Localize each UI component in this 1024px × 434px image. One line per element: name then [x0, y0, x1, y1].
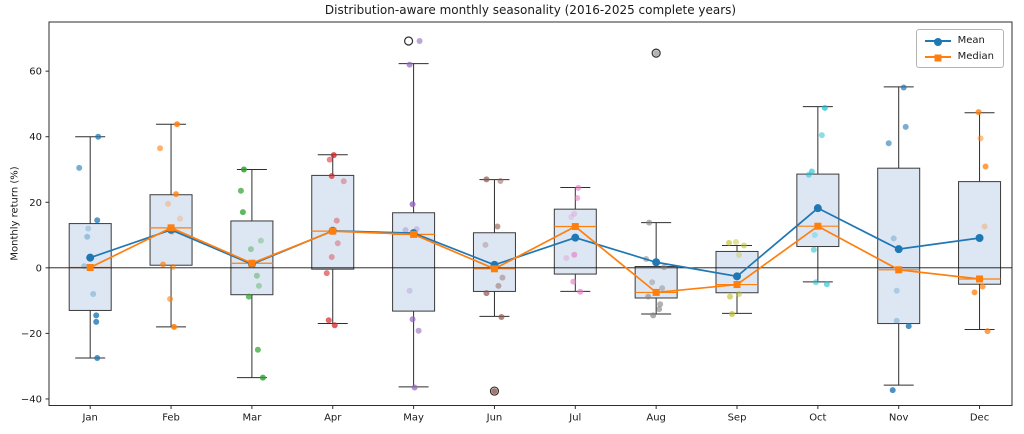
points-Jan — [76, 133, 102, 361]
svg-text:Jun: Jun — [486, 413, 503, 424]
plot-frame — [48, 21, 1013, 406]
svg-text:20: 20 — [29, 198, 42, 209]
svg-text:Sep: Sep — [728, 413, 747, 424]
svg-text:−20: −20 — [21, 329, 42, 340]
points-Oct — [805, 104, 830, 288]
legend-item-median: Median — [924, 51, 994, 62]
median-line — [86, 222, 984, 296]
svg-text:Jul: Jul — [568, 413, 581, 424]
points-May — [402, 38, 423, 391]
legend-label-mean: Mean — [957, 35, 985, 46]
svg-text:0: 0 — [36, 263, 42, 274]
box-Aug — [634, 222, 678, 315]
svg-text:Nov: Nov — [889, 413, 909, 424]
legend-label-median: Median — [957, 51, 994, 62]
svg-text:May: May — [403, 413, 424, 424]
points-Jul — [563, 184, 584, 295]
box-Apr — [311, 154, 355, 325]
y-axis: −40 −20 0 20 40 60 — [21, 67, 49, 405]
box-May — [392, 63, 436, 388]
outlier-Jun — [489, 386, 500, 396]
points-Feb — [157, 121, 184, 330]
svg-text:Mar: Mar — [242, 413, 262, 424]
box-Jun — [472, 179, 516, 317]
points-Nov — [885, 84, 912, 394]
svg-text:Feb: Feb — [162, 413, 180, 424]
svg-text:Apr: Apr — [324, 413, 342, 424]
svg-text:60: 60 — [29, 67, 42, 78]
box-Mar — [230, 169, 274, 379]
outlier-May — [404, 36, 414, 46]
points-Apr — [323, 152, 347, 329]
svg-text:−40: −40 — [21, 394, 42, 405]
svg-text:Dec: Dec — [970, 413, 989, 424]
svg-text:40: 40 — [29, 132, 42, 143]
svg-text:Aug: Aug — [646, 413, 666, 424]
points-Jun — [482, 176, 506, 395]
svg-text:Jan: Jan — [81, 413, 97, 424]
mean-marker-icon — [924, 37, 951, 46]
svg-text:Oct: Oct — [809, 413, 826, 424]
box-Nov — [877, 86, 921, 386]
legend: Mean Median — [915, 29, 1004, 68]
median-marker-icon — [924, 54, 951, 61]
legend-item-mean: Mean — [924, 35, 994, 46]
points-Mar — [237, 166, 266, 381]
points-Dec — [971, 109, 991, 335]
box-Oct — [796, 106, 840, 283]
outlier-Aug — [651, 48, 661, 58]
chart-title: Distribution-aware monthly seasonality (… — [324, 3, 737, 17]
points-Aug — [643, 50, 668, 319]
box-Jan — [68, 136, 112, 359]
x-axis: Jan Feb Mar Apr May Jun Jul Aug Sep Oct Nov Dec — [81, 405, 989, 424]
box-Dec — [958, 112, 1002, 330]
points-Sep — [726, 238, 747, 318]
